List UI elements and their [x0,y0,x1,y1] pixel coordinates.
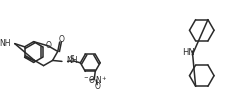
Text: NH: NH [0,39,10,48]
Text: O: O [58,35,64,44]
Text: O: O [45,41,51,50]
Text: HN: HN [181,49,194,57]
Text: O: O [94,82,100,91]
Text: $^-$O: $^-$O [82,74,96,85]
Text: NH: NH [66,56,77,65]
Text: N$^+$: N$^+$ [95,74,108,86]
Text: S: S [70,55,74,64]
